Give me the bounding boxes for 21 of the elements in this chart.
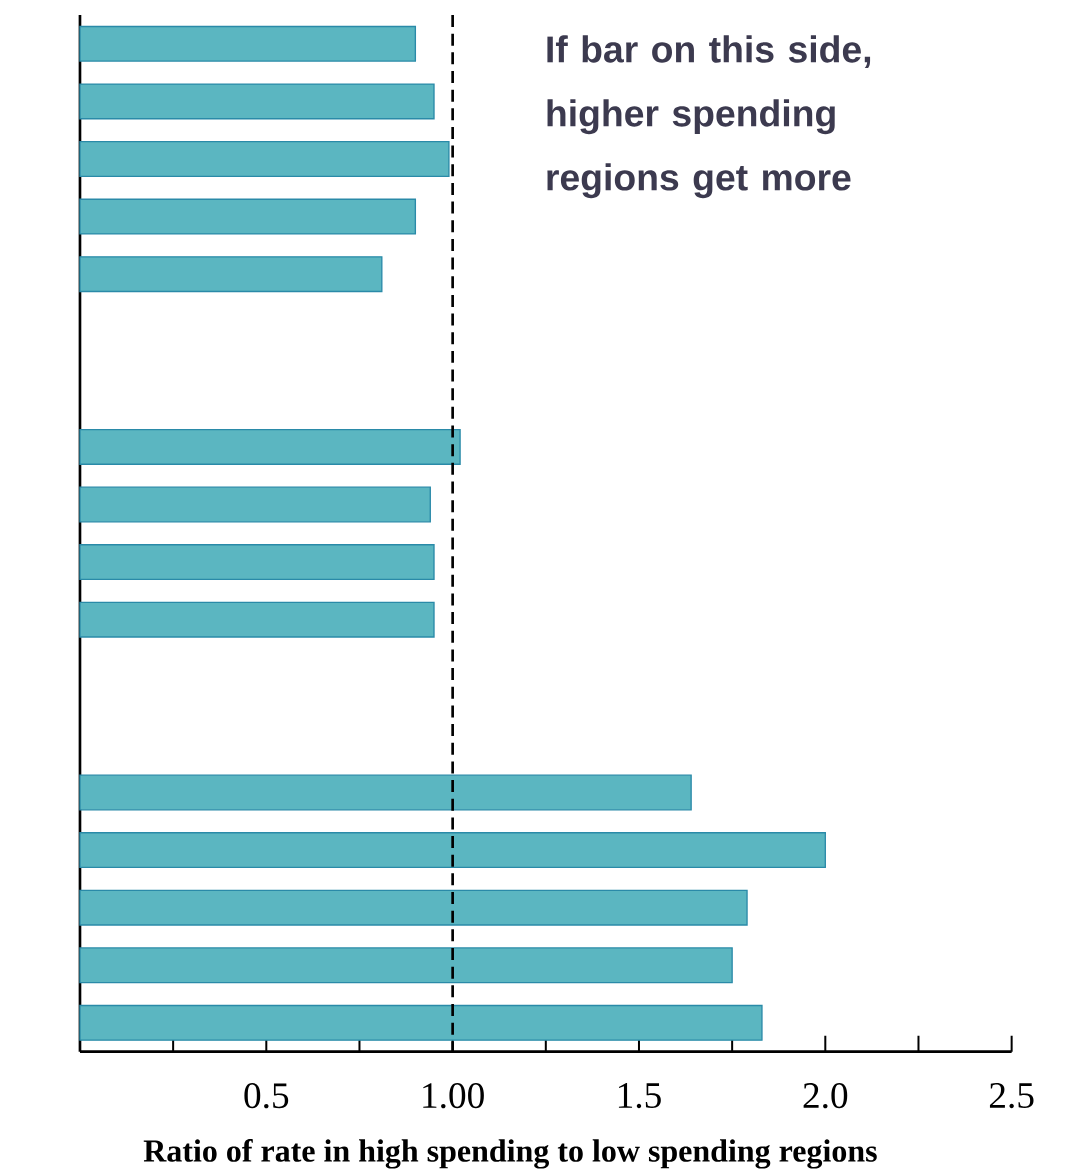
bar [79,486,432,523]
x-tick-label: 2.5 [990,1083,1034,1109]
x-tick-label: 2.0 [803,1083,848,1109]
bar [79,601,435,638]
bar [79,428,461,465]
annotation: If bar on this side, higher spending regions get more [547,35,871,199]
bar [79,198,417,235]
bar [79,947,733,984]
bar [79,256,383,293]
bar [79,1004,763,1041]
x-tick-label: 1.00 [423,1083,485,1109]
bar [79,140,450,177]
x-axis-title: Ratio of rate in high spending to low spending regions [143,1138,877,1169]
x-tick-label: 0.5 [244,1083,289,1109]
bar [79,544,435,581]
bar [79,832,827,869]
bar [79,774,692,811]
bar [79,83,435,120]
x-tick-label: 1.5 [619,1083,662,1109]
bar [79,889,748,926]
bar [79,25,417,62]
